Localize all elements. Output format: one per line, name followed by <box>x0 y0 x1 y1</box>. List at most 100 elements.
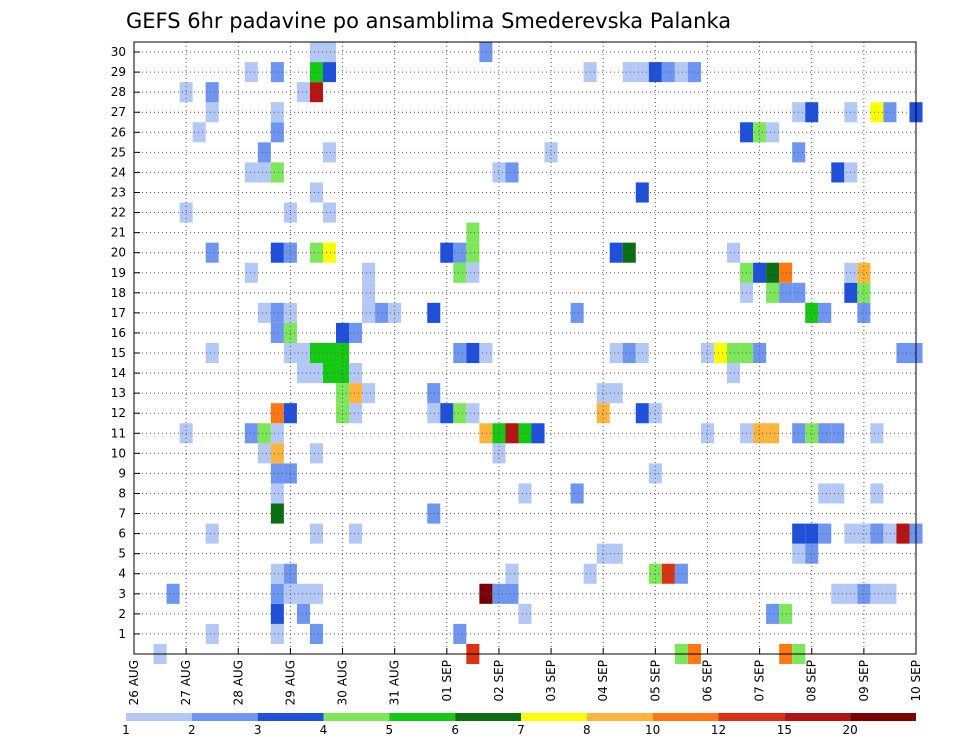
x-tick-label: 09 SEP <box>857 660 871 702</box>
precip-cell <box>296 583 310 604</box>
precip-cell <box>779 282 793 303</box>
precip-cell <box>309 242 323 263</box>
precip-cell <box>883 583 897 604</box>
y-tick-label: 2 <box>118 607 126 621</box>
precip-cell <box>479 583 493 604</box>
chart-title: GEFS 6hr padavine po ansamblima Smederev… <box>126 9 731 33</box>
precip-cell <box>661 563 675 584</box>
precip-cell <box>831 483 845 504</box>
y-tick-label: 21 <box>111 226 126 240</box>
colorbar-label: 1 <box>122 723 130 737</box>
precip-cell <box>427 302 441 323</box>
precip-cell <box>309 623 323 644</box>
x-tick-label: 08 SEP <box>805 660 819 702</box>
precip-cell <box>505 423 519 444</box>
y-tick-label: 20 <box>111 246 126 260</box>
precip-cell <box>257 162 271 183</box>
y-tick-label: 25 <box>111 145 126 159</box>
y-tick-label: 28 <box>111 85 126 99</box>
precip-cell <box>205 523 219 544</box>
y-tick-label: 6 <box>118 527 126 541</box>
precip-cell <box>818 302 832 323</box>
x-tick-label: 02 SEP <box>492 660 506 702</box>
x-axis: 26 AUG 27 AUG 28 AUG 29 AUG 30 AUG 31 AUG 01 S… <box>127 648 923 705</box>
precip-cell <box>479 342 493 364</box>
precip-cell <box>427 383 441 404</box>
y-tick-label: 29 <box>111 65 126 79</box>
precip-cell <box>427 503 441 524</box>
precip-cell <box>700 342 714 364</box>
precip-cell <box>244 162 258 183</box>
precip-cell <box>518 603 532 624</box>
colorbar-label: 20 <box>843 723 858 737</box>
precip-cell <box>244 62 258 83</box>
y-tick-label: 17 <box>111 306 126 320</box>
precip-cell <box>296 82 310 103</box>
precip-cell <box>322 142 337 163</box>
precip-cell <box>349 383 363 404</box>
precip-cell <box>753 342 767 364</box>
precip-cell <box>270 162 284 183</box>
precip-cell <box>244 423 258 444</box>
y-tick-label: 16 <box>111 326 126 340</box>
precip-cell <box>205 342 219 364</box>
precip-cell <box>818 523 832 544</box>
precip-cell <box>753 423 767 444</box>
y-tick-label: 26 <box>111 125 126 139</box>
precip-cell <box>505 563 519 584</box>
precip-cell <box>779 262 793 283</box>
y-tick-label: 22 <box>111 206 126 220</box>
colorbar-segment <box>652 713 719 721</box>
y-tick-label: 8 <box>118 486 126 500</box>
precip-cell <box>453 242 467 263</box>
precip-cell <box>257 142 271 163</box>
precip-cell <box>270 403 284 424</box>
y-tick-label: 23 <box>111 185 126 199</box>
precip-cell <box>362 383 376 404</box>
precip-cell <box>296 342 310 364</box>
precip-cell <box>205 82 219 103</box>
x-tick-label: 31 AUG <box>388 660 402 705</box>
colorbar-label: 12 <box>711 723 726 737</box>
precip-cell <box>505 583 519 604</box>
precip-cell <box>453 403 467 424</box>
y-tick-label: 14 <box>111 366 126 380</box>
precip-cell <box>805 423 819 444</box>
precip-cell <box>857 262 871 283</box>
precip-cell <box>466 403 480 424</box>
precip-cell <box>427 403 441 424</box>
x-tick-label: 06 SEP <box>700 660 714 702</box>
y-tick-label: 10 <box>111 446 126 460</box>
precip-cell <box>505 162 519 183</box>
y-tick-label: 9 <box>118 466 126 480</box>
colorbar-segment <box>586 713 653 721</box>
precip-cell <box>309 583 323 604</box>
precip-cell <box>674 563 688 584</box>
x-tick-label: 03 SEP <box>544 660 558 702</box>
precip-cell <box>375 302 389 323</box>
precip-cell <box>596 383 610 404</box>
precip-cell <box>309 523 323 544</box>
colorbar-segment <box>389 713 456 721</box>
precip-cell <box>466 342 480 364</box>
precip-cell <box>818 423 832 444</box>
y-tick-label: 27 <box>111 105 126 119</box>
colorbar: 1 2 3 4 5 6 7 8 10 12 15 20 <box>122 713 916 737</box>
precip-cell <box>727 242 741 263</box>
precip-cell <box>270 242 284 263</box>
colorbar-segment <box>784 713 851 721</box>
precip-cell <box>309 42 323 63</box>
precip-cell <box>831 423 845 444</box>
y-tick-label: 18 <box>111 286 126 300</box>
plot-frame <box>133 41 917 655</box>
precip-cell <box>257 423 271 444</box>
precip-cell <box>648 403 662 424</box>
colorbar-label: 2 <box>188 723 196 737</box>
precip-cell <box>857 282 871 303</box>
precip-cell <box>270 122 284 143</box>
precip-cell <box>674 62 688 83</box>
precip-cell <box>818 483 832 504</box>
precip-cell <box>648 463 662 484</box>
precip-cell <box>322 62 337 83</box>
y-tick-label: 30 <box>111 45 126 59</box>
